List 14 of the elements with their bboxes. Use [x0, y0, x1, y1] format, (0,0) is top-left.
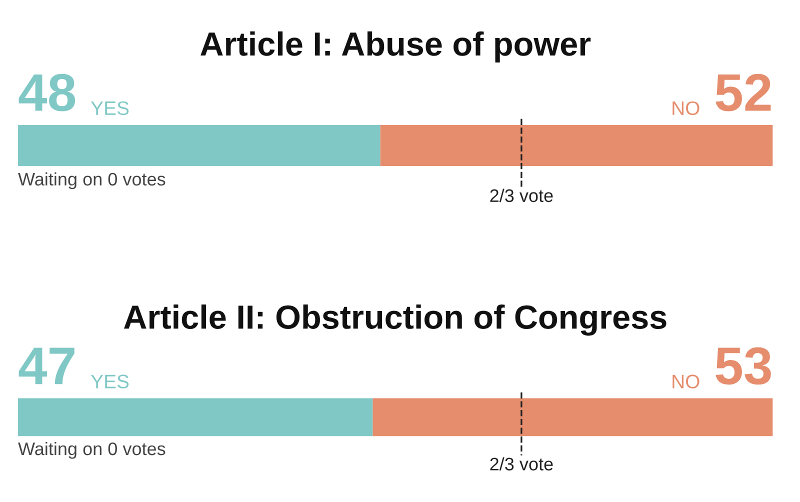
text: Waiting on 0 votes — [18, 442, 166, 459]
ref-line-label: 2/3 vote — [490, 188, 553, 202]
chart-title: Article II: Obstruction of Congress — [124, 304, 666, 336]
text: Waiting on 0 votes — [18, 172, 166, 190]
data-label: 53 — [716, 347, 771, 385]
data-label: 47 — [18, 348, 74, 384]
data-label: 48 — [18, 74, 76, 112]
series-label: NO — [672, 374, 700, 388]
data-label: 52 — [716, 74, 771, 112]
chart-title: Article I: Abuse of power — [200, 31, 591, 62]
series-label: YES — [91, 101, 129, 116]
series-label: YES — [91, 374, 129, 388]
series-label: NO — [672, 101, 700, 116]
ref-line-label: 2/3 vote — [490, 457, 553, 470]
